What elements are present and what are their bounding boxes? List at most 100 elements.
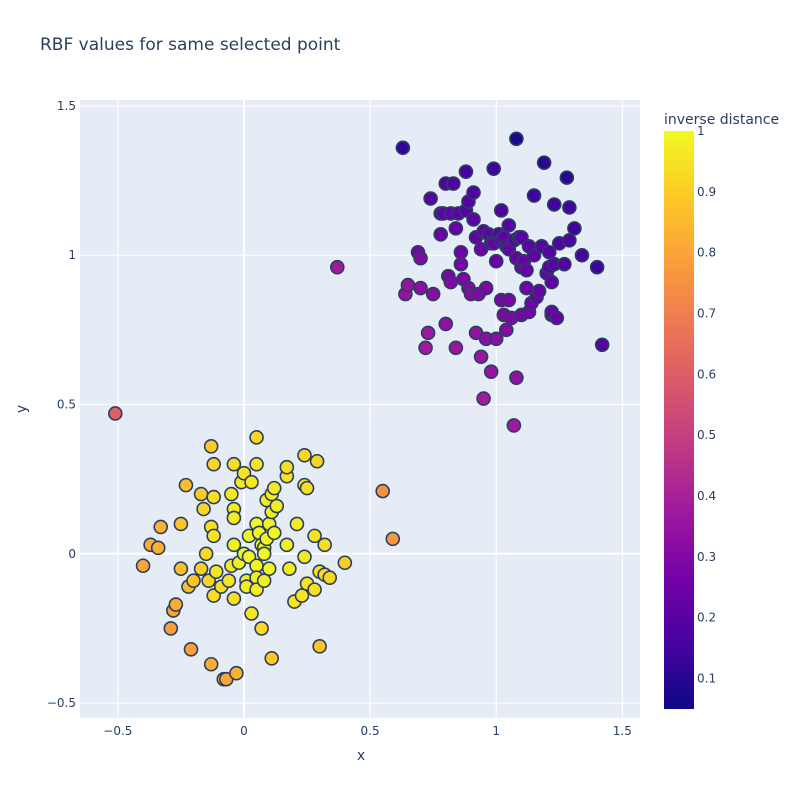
data-point <box>173 516 189 532</box>
data-point <box>208 564 224 580</box>
data-point <box>244 606 259 621</box>
data-point <box>266 480 282 496</box>
data-point <box>309 453 325 469</box>
data-point <box>289 516 305 532</box>
data-point <box>279 537 295 553</box>
data-point <box>254 621 269 636</box>
y-axis-label: y <box>14 405 30 413</box>
data-point <box>594 337 610 353</box>
colorbar-tick-label: 0.5 <box>697 428 716 442</box>
y-tick-label: 0 <box>68 547 76 561</box>
data-point <box>549 310 565 326</box>
data-point <box>493 203 509 218</box>
data-point <box>186 573 201 588</box>
data-point <box>488 331 504 347</box>
x-tick-label: 0.5 <box>361 724 380 738</box>
data-point <box>486 161 501 176</box>
data-point <box>226 456 242 472</box>
data-point <box>400 277 416 293</box>
points <box>108 131 610 687</box>
data-point <box>206 528 221 544</box>
data-point <box>499 322 514 338</box>
grid <box>80 100 640 718</box>
data-point <box>317 537 332 553</box>
data-point <box>443 274 459 290</box>
data-point <box>544 274 560 290</box>
plot-area <box>80 100 640 718</box>
data-point <box>559 170 575 185</box>
x-tick-label: 0 <box>240 724 248 738</box>
y-axis-ticks: −0.5 0 0.5 1 1.5 <box>47 99 76 710</box>
data-point <box>418 340 433 356</box>
data-point <box>203 439 219 454</box>
y-tick-label: 1.5 <box>57 99 76 113</box>
data-point <box>413 280 428 296</box>
data-point <box>574 247 590 263</box>
data-point <box>466 212 481 227</box>
data-point <box>173 561 189 577</box>
data-point <box>433 227 449 242</box>
chart-title: RBF values for same selected point <box>40 35 341 55</box>
data-point <box>478 280 494 296</box>
data-point <box>206 456 221 472</box>
data-point <box>557 256 572 272</box>
data-point <box>108 406 123 421</box>
data-point <box>256 573 272 588</box>
data-point <box>420 325 436 341</box>
data-point <box>425 286 441 302</box>
data-point <box>206 489 221 505</box>
data-point <box>438 316 454 332</box>
data-point <box>476 391 491 406</box>
data-point <box>466 185 481 200</box>
data-point <box>446 176 461 191</box>
data-point <box>196 501 211 517</box>
data-point <box>224 486 239 502</box>
data-point <box>266 525 282 541</box>
data-point <box>312 639 327 654</box>
data-point <box>506 418 522 433</box>
data-point <box>567 221 582 236</box>
x-tick-label: −0.5 <box>103 724 132 738</box>
colorbar-title: inverse distance <box>664 112 779 128</box>
data-point <box>488 253 504 269</box>
data-point <box>153 519 169 535</box>
colorbar <box>664 131 694 709</box>
data-point <box>531 283 547 299</box>
data-point <box>229 665 244 681</box>
data-point <box>299 480 315 496</box>
data-point <box>509 370 524 385</box>
data-point <box>448 221 464 236</box>
data-point <box>178 477 194 493</box>
data-point <box>509 131 524 147</box>
colorbar-tick-label: 0.1 <box>697 672 716 686</box>
x-tick-label: 1 <box>492 724 500 738</box>
x-axis-label: x <box>357 748 365 764</box>
data-point <box>193 486 209 502</box>
data-point <box>135 558 151 574</box>
colorbar-tick-label: 0.4 <box>697 489 716 503</box>
data-point <box>519 262 534 278</box>
data-point <box>183 642 199 657</box>
colorbar-tick-label: 0.9 <box>697 185 716 199</box>
x-tick-label: 1.5 <box>613 724 632 738</box>
data-point <box>261 561 277 577</box>
data-point <box>562 200 577 215</box>
data-point <box>249 430 264 445</box>
data-point <box>337 555 353 571</box>
data-point <box>203 656 219 672</box>
data-point <box>198 546 214 562</box>
data-point <box>458 164 474 179</box>
data-point <box>501 292 517 308</box>
data-point <box>536 155 552 170</box>
data-point <box>297 447 312 463</box>
data-point <box>264 650 280 666</box>
data-point <box>193 561 209 577</box>
data-point <box>168 597 184 612</box>
colorbar-tick-label: 1 <box>697 124 705 138</box>
data-point <box>150 540 166 556</box>
data-point <box>453 244 469 260</box>
data-point <box>375 483 391 499</box>
x-axis-ticks: −0.5 0 0.5 1 1.5 <box>103 724 632 738</box>
data-point <box>526 188 542 203</box>
colorbar-tick-label: 0.2 <box>697 611 716 625</box>
